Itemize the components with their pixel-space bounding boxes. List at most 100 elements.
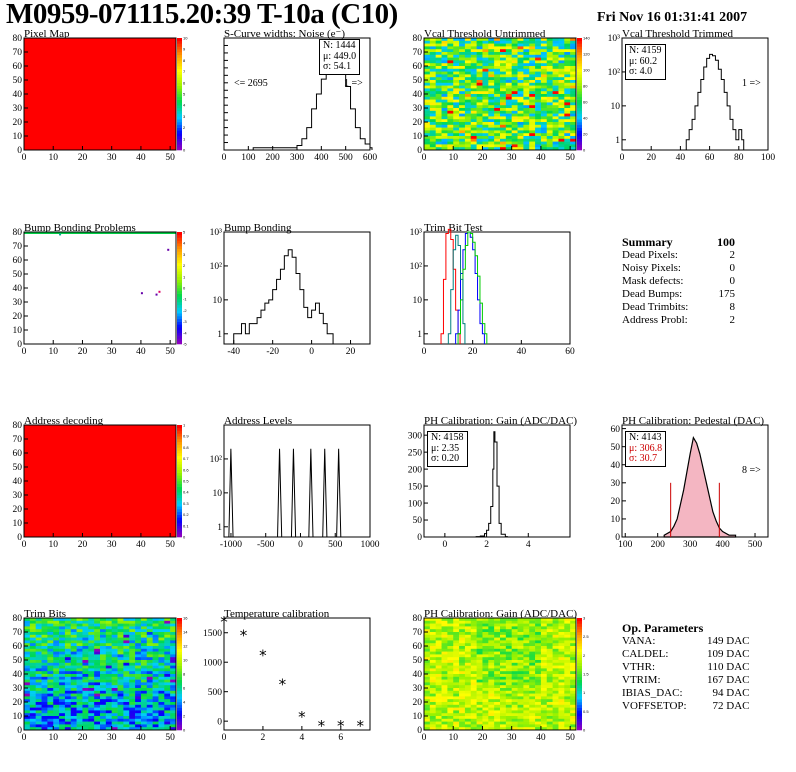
stat-line: σ: 54.1 [323, 61, 352, 72]
heatmap-cell [459, 704, 466, 708]
palette-step [177, 520, 182, 524]
heatmap-cell [47, 668, 54, 672]
x-tick-label: 30 [507, 733, 517, 743]
heatmap-cell [546, 127, 553, 131]
heatmap-cell [70, 685, 77, 689]
heatmap-cell [511, 643, 518, 647]
heatmap-cell [123, 640, 130, 644]
palette-step [177, 509, 182, 513]
heatmap-cell [505, 702, 512, 706]
heatmap-cell [158, 707, 165, 711]
heatmap-cell [511, 618, 518, 622]
heatmap-cell [564, 693, 571, 697]
heatmap-cell [429, 141, 436, 145]
heatmap-cell [140, 710, 148, 714]
palette-step [177, 68, 182, 72]
heatmap-cell [529, 721, 536, 725]
heatmap-cell [558, 105, 565, 109]
x-tick-label: 0 [298, 540, 303, 550]
heatmap-cell [505, 52, 512, 56]
summary-label: Dead Bumps: [622, 288, 683, 300]
heatmap-cell [470, 693, 477, 697]
heatmap-cell [482, 716, 489, 720]
heatmap-cell [523, 710, 530, 714]
heatmap-cell [494, 113, 501, 117]
heatmap-cell [488, 646, 495, 650]
heatmap-cell [570, 724, 577, 728]
heatmap-cell [511, 704, 518, 708]
heatmap-cell [482, 646, 489, 650]
heatmap-cell [459, 138, 466, 142]
heatmap-cell [470, 113, 477, 117]
heatmap-cell [517, 46, 524, 50]
heatmap-cell [540, 43, 548, 47]
heatmap-cell [500, 718, 507, 722]
heatmap-cell [94, 727, 101, 731]
heatmap-cell [570, 119, 577, 123]
heatmap-cell [76, 696, 83, 700]
heatmap-cell [82, 710, 89, 714]
heatmap-cell [529, 716, 536, 720]
heatmap-cell [123, 724, 130, 728]
heatmap-cell [453, 122, 460, 126]
heatmap-cell [517, 130, 524, 134]
heatmap-cell [517, 721, 524, 725]
heatmap-cell [100, 674, 107, 678]
heatmap-cell [529, 640, 536, 644]
heatmap-cell [511, 138, 518, 142]
heatmap-cell [117, 724, 124, 728]
heatmap-cell [570, 640, 577, 644]
heatmap-cell [564, 80, 571, 84]
date-stamp: Fri Nov 16 01:31:41 2007 [597, 10, 748, 25]
heatmap-cell [94, 688, 101, 692]
heatmap-cell [453, 119, 460, 123]
heatmap-cell [447, 693, 454, 697]
heatmap-cell [94, 626, 101, 630]
palette-step [177, 430, 182, 434]
heatmap-cell [24, 646, 31, 650]
heatmap-cell [117, 654, 124, 658]
heatmap-cell [464, 651, 472, 655]
heatmap-cell [88, 640, 95, 644]
heatmap-cell [570, 124, 577, 128]
heatmap-cell [100, 713, 107, 717]
heatmap-cell [59, 676, 66, 680]
heatmap-cell [540, 144, 548, 148]
heatmap-cell [123, 626, 130, 630]
heatmap-cell [100, 724, 107, 728]
heatmap-cell [517, 704, 524, 708]
heatmap-cell [146, 704, 153, 708]
heatmap-cell [517, 626, 524, 630]
heatmap-cell [146, 634, 153, 638]
x-tick-label: 4 [299, 733, 304, 743]
heatmap-cell [435, 85, 442, 89]
heatmap-cell [111, 710, 118, 714]
heatmap-cell [476, 133, 483, 137]
heatmap-cell [529, 702, 536, 706]
heatmap-cell [146, 651, 153, 655]
heatmap-cell [546, 63, 553, 67]
heatmap-cell [464, 136, 472, 140]
heatmap-cell [517, 110, 524, 114]
y-tick-label: 80 [413, 614, 423, 624]
heatmap-cell [453, 674, 460, 678]
param-value: 109 DAC [707, 648, 750, 660]
heatmap-cell [523, 124, 530, 128]
heatmap-cell [505, 618, 512, 622]
heatmap-cell [111, 707, 118, 711]
x-tick-label: 0 [22, 733, 27, 743]
heatmap-cell [158, 651, 165, 655]
x-tick-label: 30 [107, 540, 117, 550]
heatmap-cell [535, 690, 542, 694]
heatmap-cell [88, 648, 95, 652]
heatmap-cell [488, 671, 495, 675]
heatmap-cell [100, 665, 107, 669]
heatmap-cell [459, 94, 466, 98]
heatmap-cell [552, 99, 559, 103]
data-point: * [318, 717, 326, 735]
heatmap-cell [453, 68, 460, 72]
heatmap-cell [459, 102, 466, 106]
heatmap-cell [146, 702, 153, 706]
y-tick-label: 10 [413, 296, 423, 306]
